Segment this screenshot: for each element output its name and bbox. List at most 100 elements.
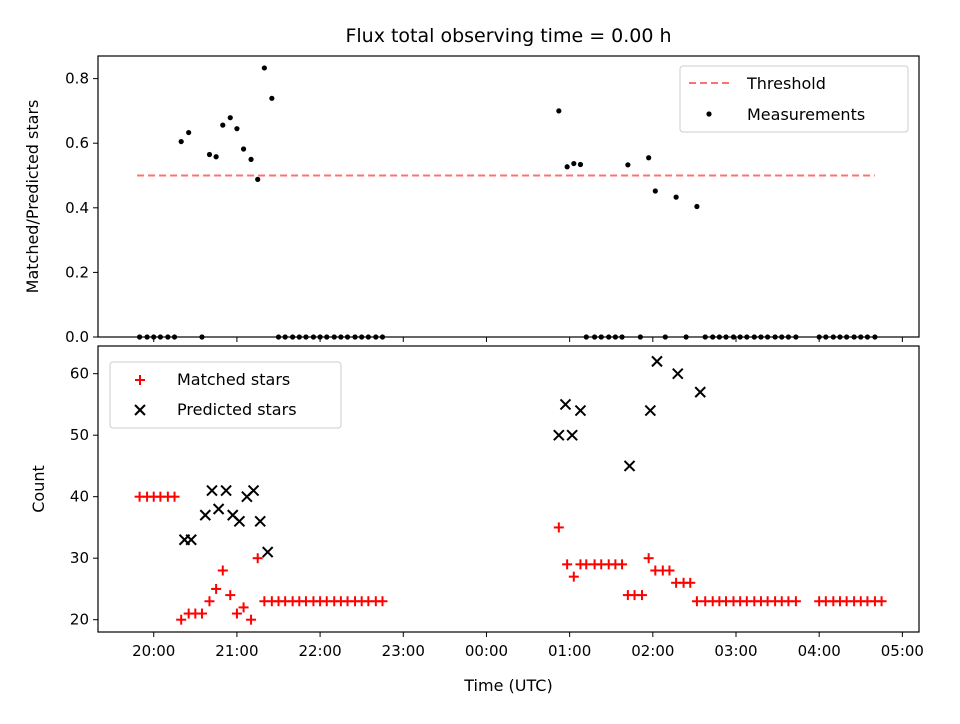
matched-star-point [231,608,242,619]
matched-legend-label: Matched stars [177,370,290,389]
x-tick-label: 04:00 [798,642,841,660]
measurement-point [227,115,233,121]
count-axes-frame [97,345,920,633]
x-axis-label: Time (UTC) [463,676,552,695]
measurements-legend-label: Measurements [747,105,865,124]
matched-star-point [217,565,228,576]
matched-star-point [246,614,257,625]
ratio-y-tick-label: 0.8 [65,70,89,88]
ratio-y-axis-label: Matched/Predicted stars [23,100,42,294]
x-tick-label: 22:00 [298,642,341,660]
count-y-tick-label: 50 [70,426,89,444]
matched-star-point [685,577,696,588]
x-tick-label: 21:00 [215,642,258,660]
ratio-legend-box [679,65,909,133]
count-y-tick-label: 60 [70,365,89,383]
measurement-point [206,151,213,158]
count-y-tick-label: 20 [70,611,89,629]
measurement-point [220,122,226,128]
predicted-legend-label: Predicted stars [177,400,297,419]
matched-star-point [643,553,654,564]
measurement-point [652,188,658,194]
count-legend: Matched stars Predicted stars [109,361,342,429]
ratio-panel: Flux total observing time = 0.00 h Match… [23,25,920,346]
measurement-point [213,154,219,160]
count-marks [134,355,887,625]
predicted-legend-swatch [134,404,146,416]
measurements-legend-swatch [706,111,712,117]
measurement-point [248,156,254,162]
measurement-point [694,203,700,210]
x-tick-label: 20:00 [132,642,175,660]
measurement-point [625,162,631,168]
threshold-legend-label: Threshold [746,74,826,93]
measurement-point [240,146,247,152]
matched-star-point [553,522,564,533]
ratio-axes-frame [97,55,920,338]
matched-star-point [377,596,388,607]
x-tick-label: 00:00 [465,642,508,660]
matched-star-point [252,553,263,564]
measurement-point [186,129,192,136]
predicted-star-point [574,404,587,417]
matched-star-point [211,583,222,594]
predicted-star-point [185,534,197,546]
predicted-star-point [199,509,212,521]
measurement-point [255,176,261,182]
x-tick-label: 03:00 [714,642,757,660]
count-y-axis-label: Count [29,465,48,513]
measurement-point [646,155,652,161]
count-legend-box [109,361,342,429]
predicted-legend-marker [134,404,146,416]
predicted-star-point [566,429,578,441]
matched-star-point [238,602,249,613]
predicted-star-point [559,398,572,411]
ratio-ticks: 0.0 0.2 0.4 0.6 0.8 [65,70,903,346]
predicted-star-point [247,484,260,497]
measurement-point [571,160,577,167]
measurement-point [556,108,562,114]
matched-legend-marker [135,375,145,385]
measurement-point [673,194,679,200]
count-ticks: 20 30 40 50 60 20:00 21:00 22:00 23:00 00:00 01:00… [70,365,924,660]
measurement-point [269,95,275,101]
matched-star-point [637,590,648,601]
ratio-y-tick-label: 0.0 [65,328,89,346]
matched-star-point [169,491,180,502]
predicted-star-point [644,404,657,417]
matched-star-point [568,571,579,582]
predicted-star-point [206,484,218,497]
measurement-point [577,161,584,168]
matched-star-point [196,608,207,619]
matched-star-point [176,614,187,625]
x-tick-label: 05:00 [881,642,924,660]
x-tick-label: 01:00 [548,642,591,660]
count-panel: Count Time (UTC) 20 30 40 50 60 20:00 21:00 22:… [29,345,924,695]
matched-star-point [790,596,801,607]
measurement-point [234,126,240,132]
predicted-star-point [233,515,246,527]
ratio-y-tick-label: 0.2 [65,263,89,281]
x-tick-label: 23:00 [382,642,425,660]
count-y-tick-label: 40 [70,488,89,506]
matched-legend-swatch [135,375,145,385]
chart-title: Flux total observing time = 0.00 h [345,25,671,47]
matched-star-point [664,565,675,576]
count-y-tick-label: 30 [70,549,89,567]
measurement-point [564,164,570,170]
measurement-point [178,138,184,145]
matched-star-point [225,590,236,601]
measurement-point [261,65,267,71]
matched-star-point [204,596,215,607]
predicted-star-point [553,429,565,441]
predicted-star-point [694,386,706,398]
ratio-y-tick-label: 0.6 [65,134,89,152]
predicted-star-point [254,515,266,527]
predicted-star-point [672,367,684,380]
matched-star-point [562,559,573,570]
x-tick-label: 02:00 [631,642,674,660]
ratio-y-tick-label: 0.4 [65,199,89,217]
predicted-star-point [261,546,274,558]
ratio-legend: Threshold Measurements [679,65,909,133]
